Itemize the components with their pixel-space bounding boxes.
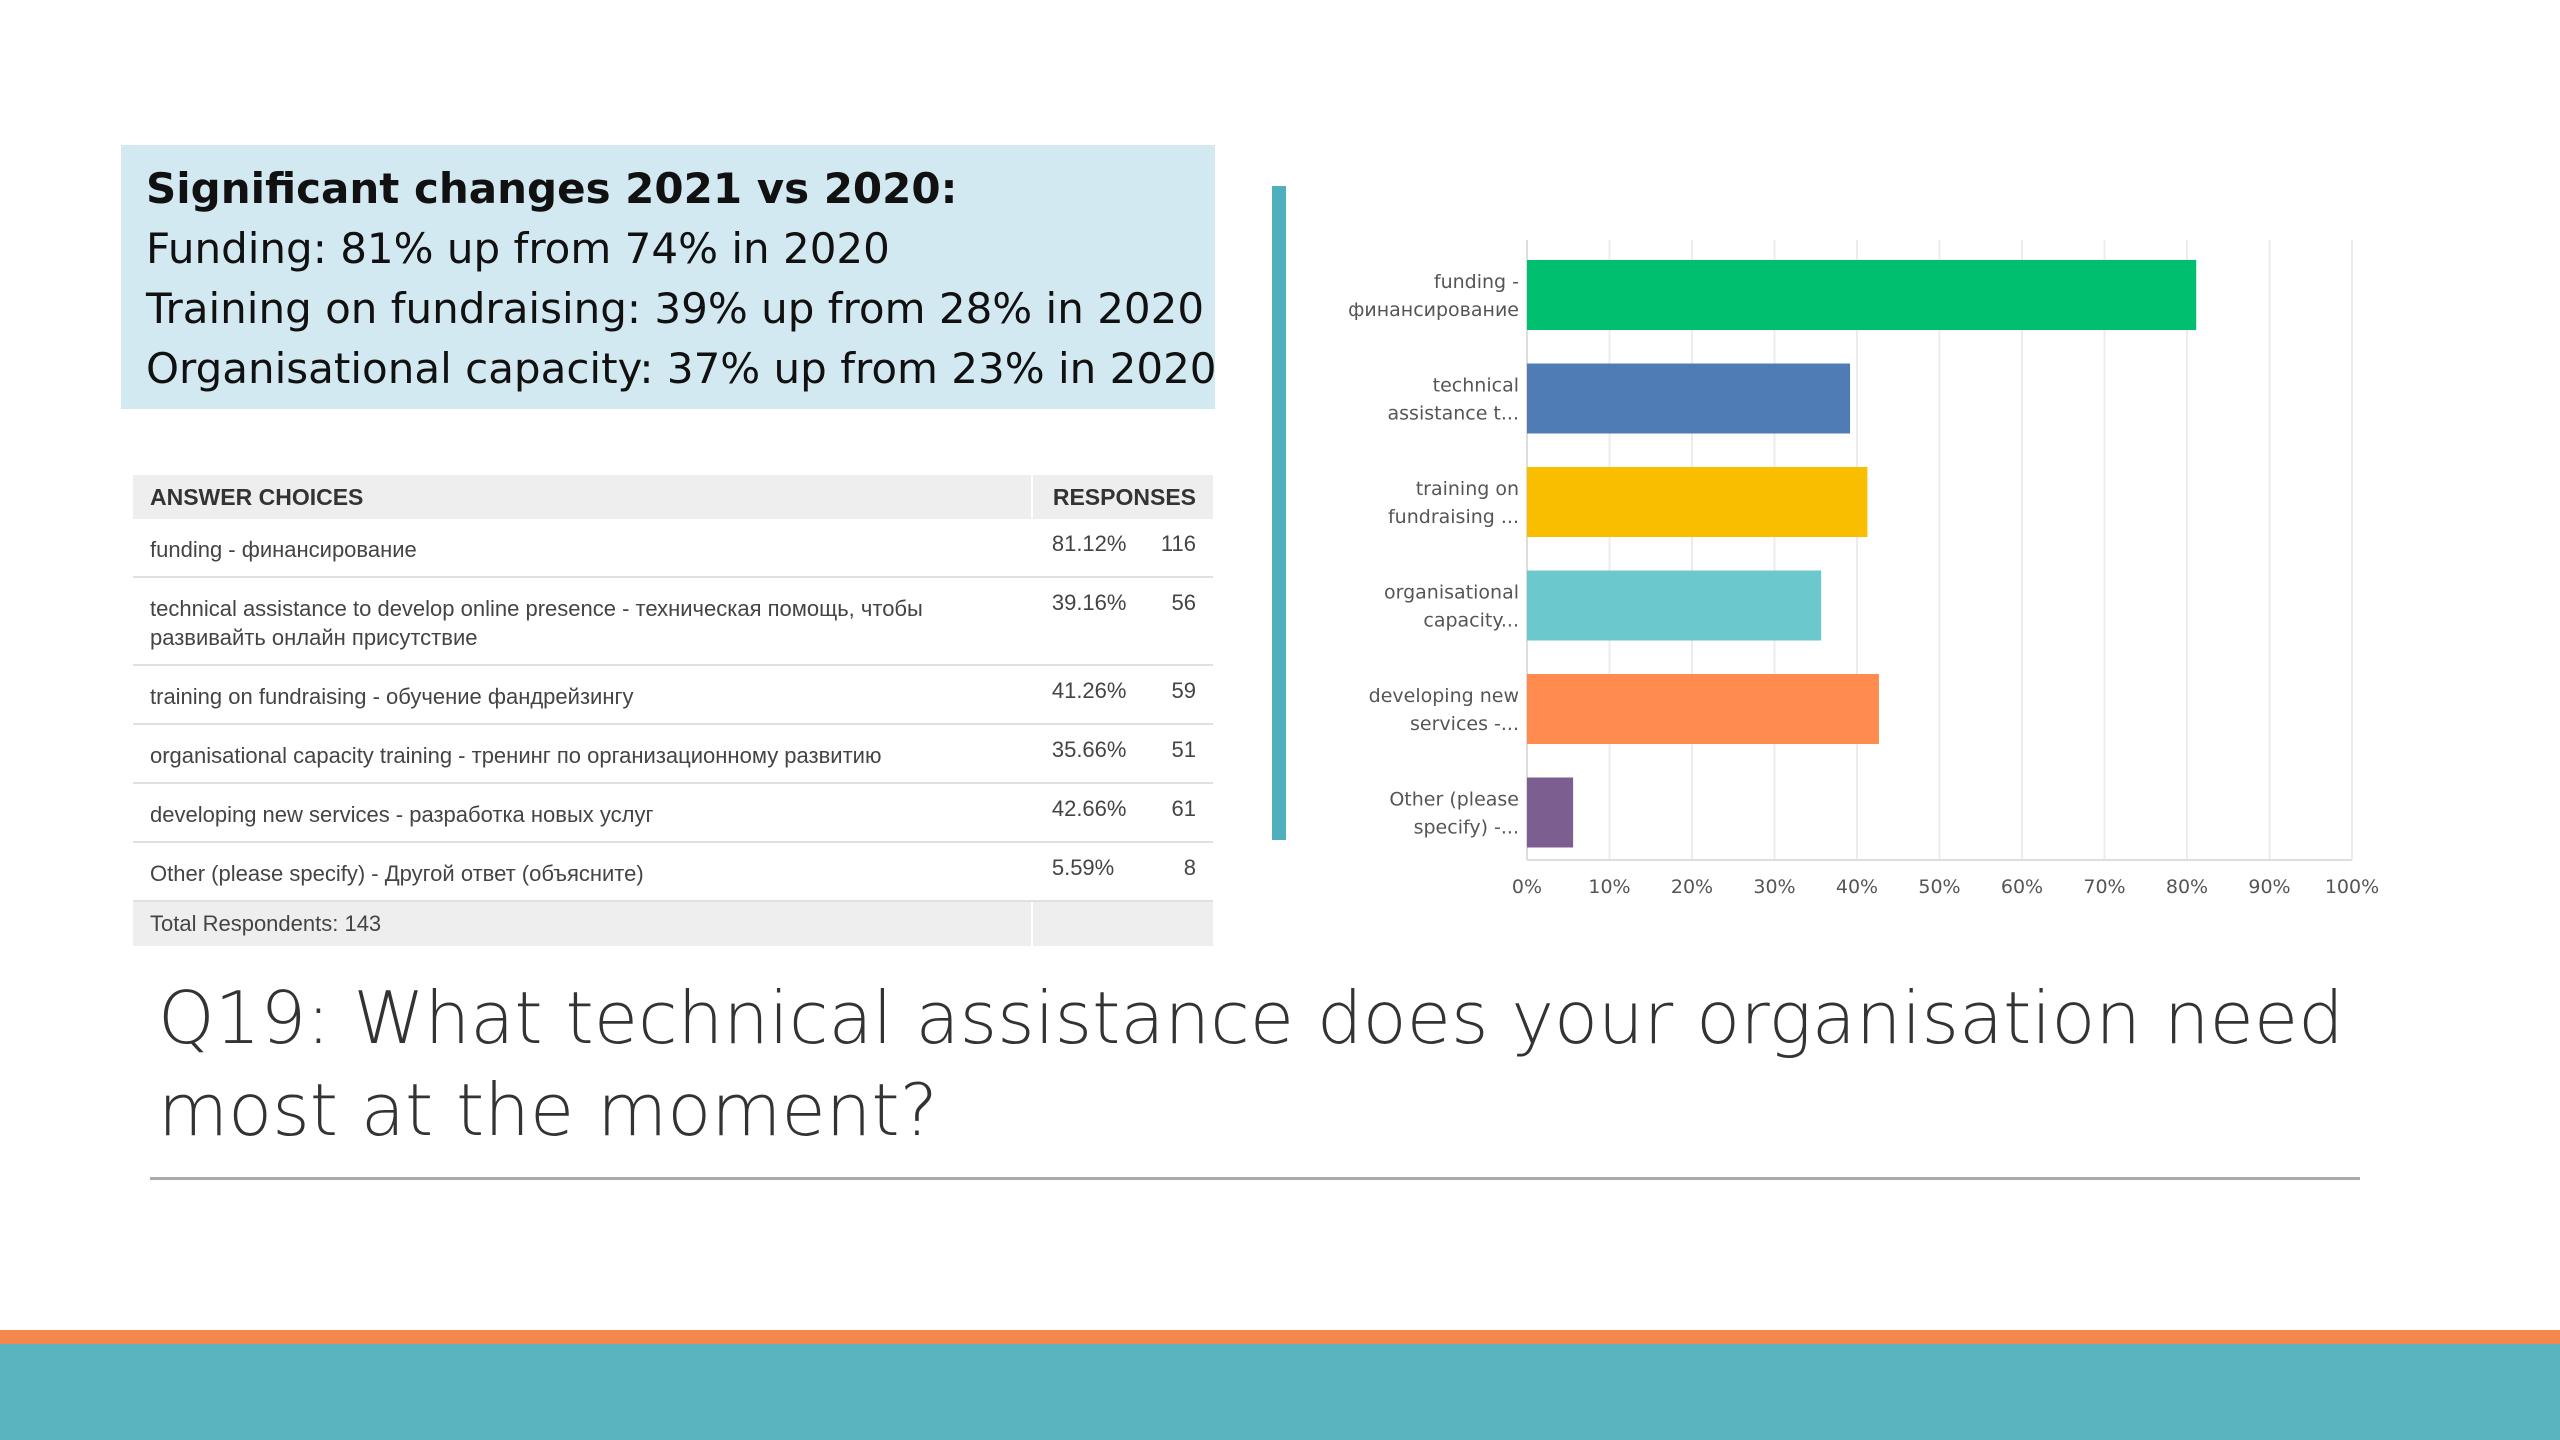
category-label: fundraising ...	[1388, 506, 1519, 528]
category-label: specify) -...	[1414, 817, 1519, 839]
category-label: capacity...	[1423, 610, 1519, 632]
table-header-row: ANSWER CHOICES RESPONSES	[133, 475, 1213, 519]
bar	[1527, 260, 2197, 330]
vertical-divider	[1272, 186, 1286, 840]
answer-choice: organisational capacity training - трени…	[133, 724, 1032, 784]
response-percent: 41.26%	[1031, 665, 1132, 725]
answer-choices-header: ANSWER CHOICES	[133, 475, 1032, 519]
response-count: 8	[1131, 842, 1213, 902]
chart-category-labels: funding - финансирование technical assistan…	[1348, 271, 1519, 839]
total-row: Total Respondents: 143	[133, 901, 1213, 946]
category-label: training on	[1416, 478, 1519, 500]
x-tick-label: 0%	[1512, 876, 1542, 898]
response-count: 59	[1131, 665, 1213, 725]
response-count: 116	[1131, 519, 1213, 578]
table-row: training on fundraising - обучение фандр…	[133, 665, 1213, 725]
answer-choice: technical assistance to develop online p…	[133, 577, 1032, 666]
highlight-title: Significant changes 2021 vs 2020:	[146, 164, 958, 213]
chart-grid	[1526, 240, 2353, 861]
highlight-line-training: Training on fundraising: 39% up from 28%…	[146, 284, 1205, 333]
response-count: 61	[1131, 783, 1213, 843]
x-tick-label: 60%	[2001, 876, 2043, 898]
answer-choice: training on fundraising - обучение фандр…	[133, 665, 1032, 725]
table-row: Other (please specify) - Другой ответ (о…	[133, 842, 1213, 902]
category-label: developing new	[1369, 685, 1519, 707]
x-tick-label: 80%	[2166, 876, 2208, 898]
response-percent: 42.66%	[1031, 783, 1132, 843]
x-tick-label: 20%	[1671, 876, 1713, 898]
bar	[1527, 674, 1879, 744]
x-tick-label: 40%	[1836, 876, 1878, 898]
total-respondents: Total Respondents: 143	[133, 901, 1032, 946]
answer-choice: funding - финансирование	[133, 519, 1032, 578]
table-row: funding - финансирование 81.12% 116	[133, 519, 1213, 578]
x-tick-label: 70%	[2083, 876, 2125, 898]
highlight-line-funding: Funding: 81% up from 74% in 2020	[146, 224, 890, 273]
response-count: 56	[1131, 577, 1213, 666]
question-title: Q19: What technical assistance does your…	[158, 976, 2344, 1152]
category-label: финансирование	[1348, 299, 1519, 321]
answer-choice: Other (please specify) - Другой ответ (о…	[133, 842, 1032, 902]
table-row: developing new services - разработка нов…	[133, 783, 1213, 843]
footer-teal-band	[0, 1344, 2560, 1440]
responses-header: RESPONSES	[1030, 475, 1213, 519]
table-row: technical assistance to develop online p…	[133, 577, 1213, 666]
x-tick-label: 30%	[1753, 876, 1795, 898]
bar	[1527, 570, 1822, 641]
x-tick-label: 50%	[1918, 876, 1960, 898]
bar	[1527, 467, 1868, 537]
category-label: Other (please	[1389, 789, 1519, 811]
response-count: 51	[1131, 724, 1213, 784]
bar-chart: funding - финансирование technical assistan…	[1348, 240, 2379, 898]
category-label: organisational	[1384, 582, 1519, 604]
answers-table: ANSWER CHOICES RESPONSES funding - финан…	[133, 475, 1213, 946]
question-underline	[150, 1177, 2360, 1180]
answer-choice: developing new services - разработка нов…	[133, 783, 1032, 843]
table-row: organisational capacity training - трени…	[133, 724, 1213, 784]
category-label: services -...	[1410, 713, 1519, 735]
category-label: assistance t...	[1388, 403, 1520, 425]
response-percent: 35.66%	[1031, 724, 1132, 784]
response-percent: 5.59%	[1031, 842, 1132, 902]
response-percent: 81.12%	[1031, 519, 1132, 578]
footer-orange-stripe	[0, 1330, 2560, 1344]
category-label: technical	[1433, 375, 1519, 397]
category-label: funding -	[1434, 271, 1519, 293]
x-tick-label: 10%	[1588, 876, 1630, 898]
response-percent: 39.16%	[1031, 577, 1132, 666]
x-tick-label: 100%	[2325, 876, 2379, 898]
bar	[1527, 363, 1851, 434]
total-blank-cell	[1030, 901, 1213, 946]
bar	[1527, 777, 1574, 848]
chart-bars	[1527, 260, 2197, 848]
x-tick-label: 90%	[2248, 876, 2290, 898]
highlight-line-capacity: Organisational capacity: 37% up from 23%…	[146, 344, 1217, 393]
chart-x-ticks: 0% 10% 20% 30% 40% 50% 60% 70% 80% 90% 100%	[1512, 876, 2379, 898]
highlight-box: Significant changes 2021 vs 2020: Fundin…	[121, 145, 1217, 409]
